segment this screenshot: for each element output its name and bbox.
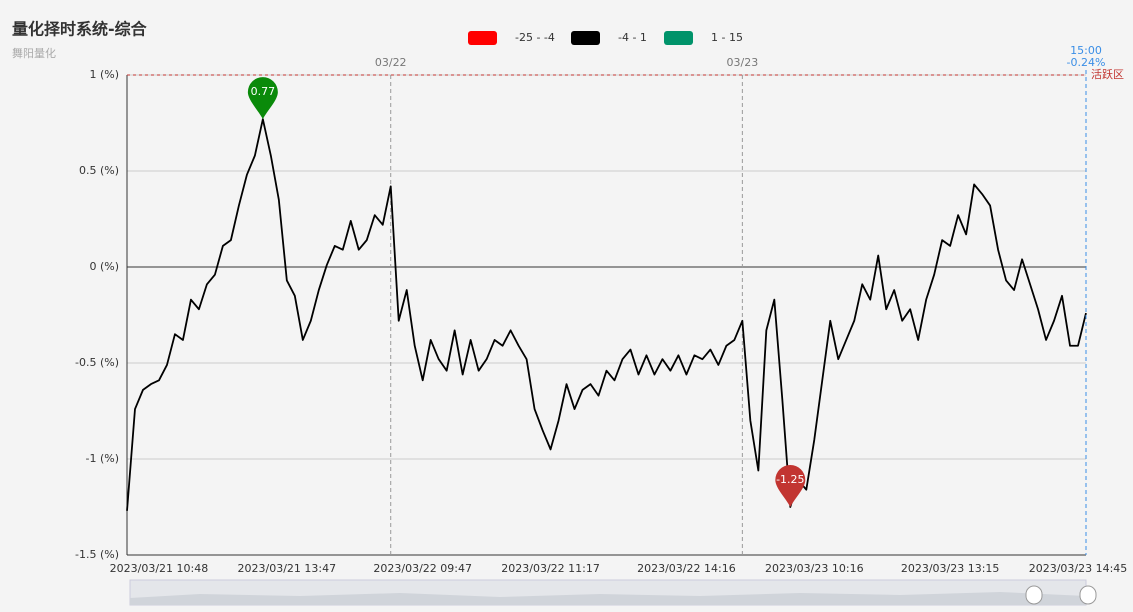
chart-subtitle: 舞阳量化 [12, 46, 56, 60]
chart-title: 量化择时系统-综合 [12, 20, 148, 39]
y-tick-label: 0.5 (%) [79, 164, 119, 177]
legend-label: -25 - -4 [515, 31, 555, 44]
y-tick-label: -1.5 (%) [75, 548, 119, 561]
legend-swatch [571, 31, 600, 45]
x-tick-label: 2023/03/23 13:15 [901, 562, 1000, 575]
x-tick-label: 2023/03/21 13:47 [238, 562, 337, 575]
data-line [126, 118, 1087, 511]
day-marker-label: 03/23 [727, 56, 759, 69]
end-marker-value: -0.24% [1067, 56, 1106, 69]
legend-label: 1 - 15 [711, 31, 743, 44]
zoom-handle[interactable] [1025, 585, 1043, 605]
zoom-handle[interactable] [1079, 585, 1097, 605]
x-tick-label: 2023/03/22 14:16 [637, 562, 736, 575]
y-tick-label: -1 (%) [86, 452, 120, 465]
day-marker-label: 03/22 [375, 56, 407, 69]
legend-label: -4 - 1 [618, 31, 647, 44]
y-tick-label: 0 (%) [89, 260, 119, 273]
min-pin [775, 465, 806, 507]
max-pin-label: 0.77 [251, 85, 276, 98]
active-zone-label: 活跃区 [1091, 67, 1124, 81]
x-tick-label: 2023/03/22 11:17 [501, 562, 600, 575]
x-tick-label: 2023/03/23 14:45 [1029, 562, 1128, 575]
y-tick-label: 1 (%) [89, 68, 119, 81]
max-pin [247, 77, 278, 120]
x-tick-label: 2023/03/21 10:48 [110, 562, 209, 575]
zoom-preview [130, 592, 1086, 605]
min-pin-label: -1.25 [776, 473, 804, 486]
x-tick-label: 2023/03/22 09:47 [373, 562, 472, 575]
legend-swatch [468, 31, 497, 45]
data-zoom[interactable] [129, 579, 1097, 606]
end-marker-time: 15:00 [1070, 44, 1102, 57]
legend-swatch [664, 31, 693, 45]
x-tick-label: 2023/03/23 10:16 [765, 562, 864, 575]
y-tick-label: -0.5 (%) [75, 356, 119, 369]
